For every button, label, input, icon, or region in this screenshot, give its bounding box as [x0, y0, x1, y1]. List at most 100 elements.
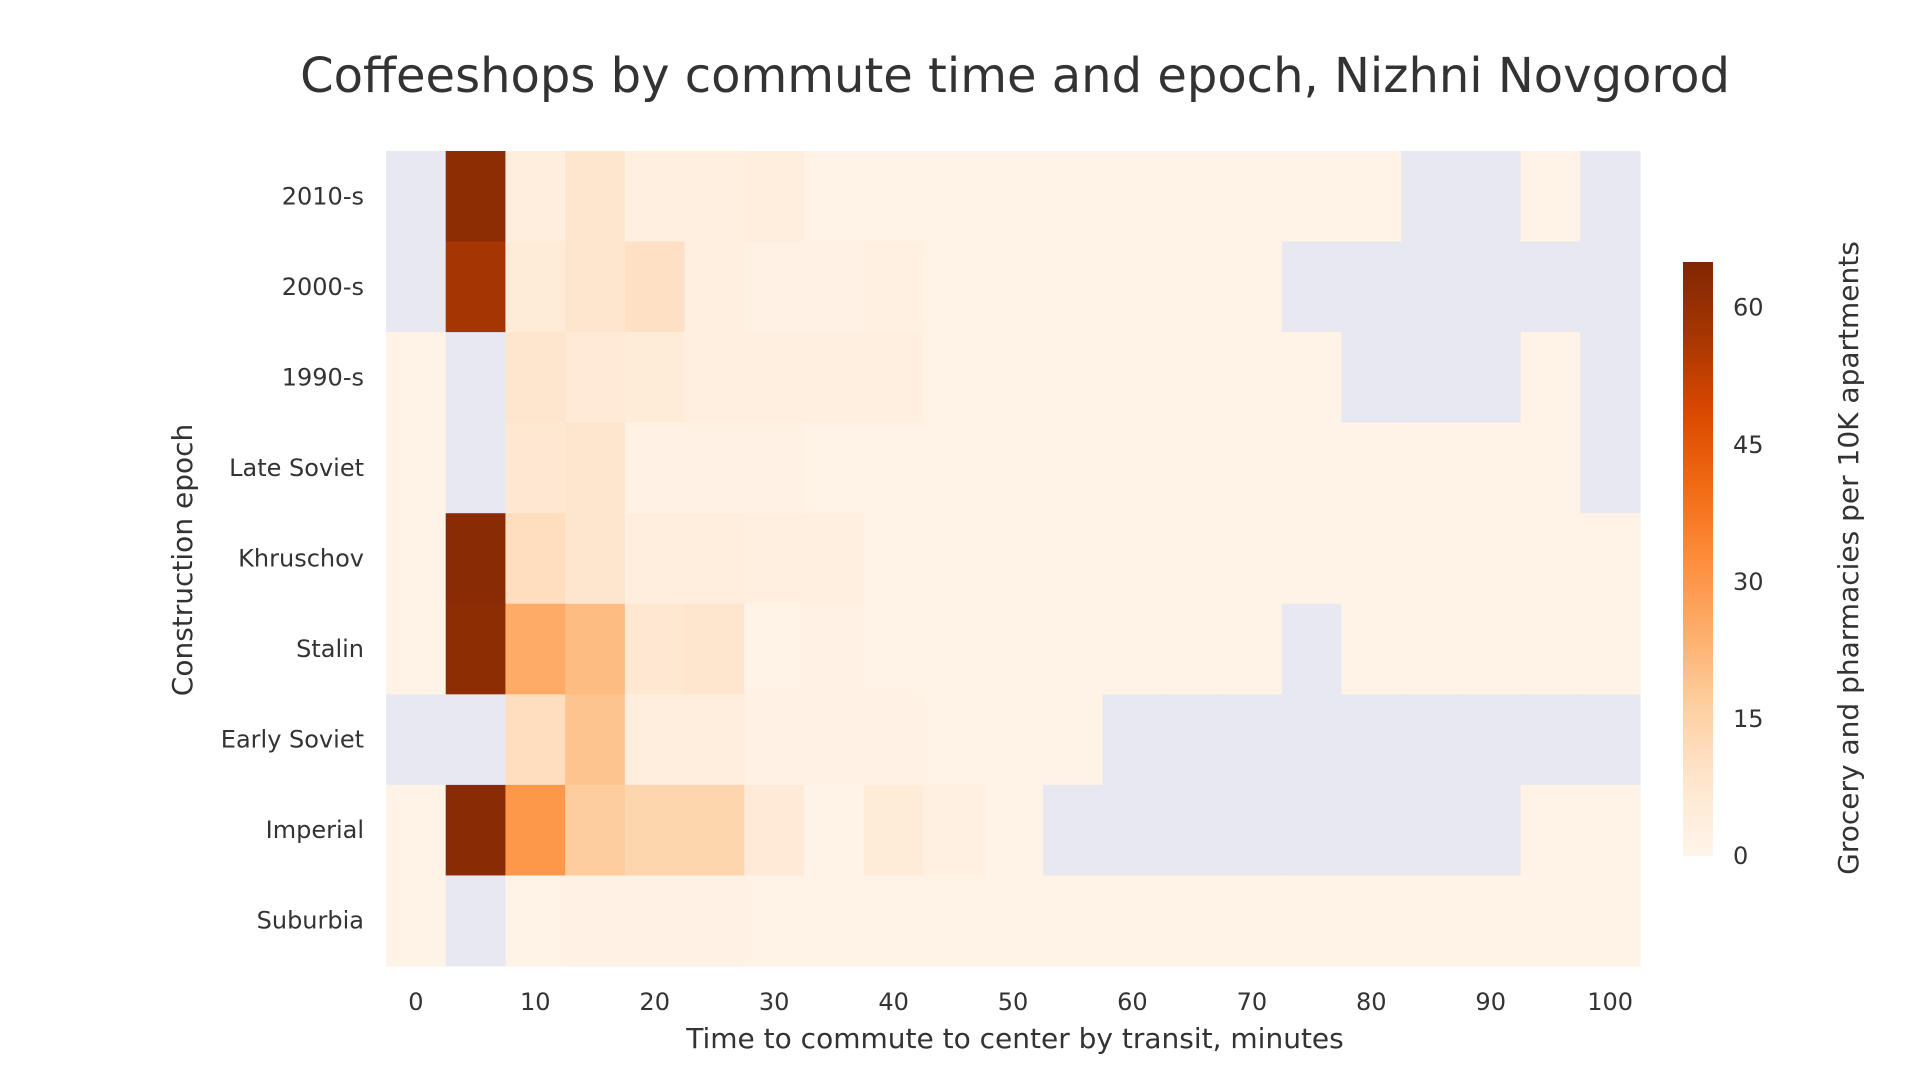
- heatmap-cell: [1222, 694, 1283, 786]
- heatmap-cell: [624, 513, 686, 605]
- heatmap-cell: [1520, 875, 1581, 967]
- heatmap-cell: [983, 875, 1044, 967]
- heatmap-cell: [565, 694, 626, 786]
- heatmap-cell: [1042, 241, 1104, 333]
- colorbar-label: Grocery and pharmacies per 10K apartment…: [1832, 241, 1865, 875]
- x-tick-label: 30: [759, 988, 790, 1016]
- heatmap-cell: [1042, 513, 1104, 605]
- heatmap-cell: [863, 784, 925, 877]
- heatmap-cell: [1580, 513, 1641, 605]
- heatmap-cell: [1520, 151, 1581, 243]
- heatmap-cell: [1281, 694, 1343, 786]
- heatmap-cell: [1102, 513, 1163, 605]
- heatmap-cell: [1162, 875, 1223, 967]
- heatmap-cell: [386, 875, 447, 967]
- heatmap-cells: [386, 151, 1641, 967]
- heatmap-cell: [1102, 603, 1163, 695]
- heatmap-cell: [1042, 694, 1104, 786]
- heatmap-cell: [1341, 784, 1402, 877]
- heatmap-cell: [684, 875, 745, 967]
- heatmap-cell: [804, 422, 865, 514]
- heatmap-cell: [983, 151, 1044, 243]
- heatmap-cell: [1281, 241, 1343, 333]
- heatmap-cell: [565, 241, 626, 333]
- colorbar-tick-label: 15: [1733, 705, 1764, 733]
- heatmap-cell: [1222, 151, 1283, 243]
- heatmap-cell: [1580, 151, 1641, 243]
- heatmap-cell: [1102, 875, 1163, 967]
- heatmap-cell: [505, 513, 566, 605]
- x-tick-label: 60: [1117, 988, 1148, 1016]
- heatmap-cell: [863, 875, 925, 967]
- heatmap-cell: [1162, 513, 1223, 605]
- heatmap-cell: [386, 513, 447, 605]
- heatmap-cell: [684, 513, 745, 605]
- heatmap-cell: [624, 694, 686, 786]
- heatmap-cell: [1580, 332, 1641, 424]
- heatmap-cell: [1401, 151, 1462, 243]
- x-tick-label: 0: [408, 988, 423, 1016]
- heatmap-cell: [863, 241, 925, 333]
- heatmap-cell: [505, 332, 566, 424]
- heatmap-cell: [1341, 422, 1402, 514]
- heatmap-cell: [1580, 694, 1641, 786]
- heatmap-cell: [1042, 422, 1104, 514]
- y-tick-label: Late Soviet: [229, 454, 364, 482]
- heatmap-cell: [1162, 422, 1223, 514]
- heatmap-cell: [1401, 875, 1462, 967]
- heatmap-cell: [1281, 422, 1343, 514]
- heatmap-cell: [445, 694, 507, 786]
- heatmap-cell: [923, 332, 984, 424]
- heatmap-cell: [1341, 241, 1402, 333]
- heatmap-cell: [1460, 875, 1522, 967]
- y-tick-label: Imperial: [266, 816, 364, 844]
- heatmap-cell: [1520, 241, 1581, 333]
- x-tick-label: 70: [1237, 988, 1268, 1016]
- heatmap-cell: [1162, 241, 1223, 333]
- heatmap-cell: [744, 603, 805, 695]
- y-tick-label: Stalin: [296, 635, 364, 663]
- heatmap-cell: [804, 784, 865, 877]
- heatmap-cell: [1401, 332, 1462, 424]
- heatmap-cell: [1341, 332, 1402, 424]
- heatmap-cell: [1222, 241, 1283, 333]
- heatmap-cell: [386, 241, 447, 333]
- heatmap-cell: [1042, 151, 1104, 243]
- heatmap-cell: [804, 694, 865, 786]
- heatmap-cell: [445, 784, 507, 877]
- heatmap-cell: [1162, 694, 1223, 786]
- colorbar-tick-label: 30: [1733, 568, 1764, 596]
- heatmap-cell: [923, 151, 984, 243]
- heatmap-cell: [983, 332, 1044, 424]
- heatmap-cell: [1460, 241, 1522, 333]
- y-tick-label: 1990-s: [282, 363, 364, 391]
- heatmap-cell: [1222, 513, 1283, 605]
- colorbar-tick-label: 60: [1733, 294, 1764, 322]
- heatmap-cell: [445, 513, 507, 605]
- heatmap-cell: [804, 875, 865, 967]
- heatmap-cell: [1341, 513, 1402, 605]
- heatmap-cell: [1281, 875, 1343, 967]
- y-tick-label: Suburbia: [257, 907, 364, 935]
- heatmap-cell: [1281, 603, 1343, 695]
- heatmap-cell: [1162, 784, 1223, 877]
- heatmap-cell: [1520, 513, 1581, 605]
- heatmap-cell: [1222, 332, 1283, 424]
- heatmap-cell: [624, 603, 686, 695]
- heatmap-cell: [684, 332, 745, 424]
- heatmap-cell: [1042, 603, 1104, 695]
- y-tick-label: 2000-s: [282, 273, 364, 301]
- heatmap-cell: [983, 784, 1044, 877]
- heatmap-cell: [445, 875, 507, 967]
- heatmap-cell: [923, 241, 984, 333]
- x-axis-label: Time to commute to center by transit, mi…: [685, 1022, 1343, 1055]
- heatmap-cell: [505, 241, 566, 333]
- heatmap-cell: [1460, 422, 1522, 514]
- heatmap-cell: [923, 875, 984, 967]
- x-tick-label: 90: [1475, 988, 1506, 1016]
- heatmap-cell: [1401, 241, 1462, 333]
- heatmap-cell: [804, 603, 865, 695]
- x-tick-label: 20: [639, 988, 670, 1016]
- heatmap-cell: [923, 784, 984, 877]
- heatmap-cell: [1162, 332, 1223, 424]
